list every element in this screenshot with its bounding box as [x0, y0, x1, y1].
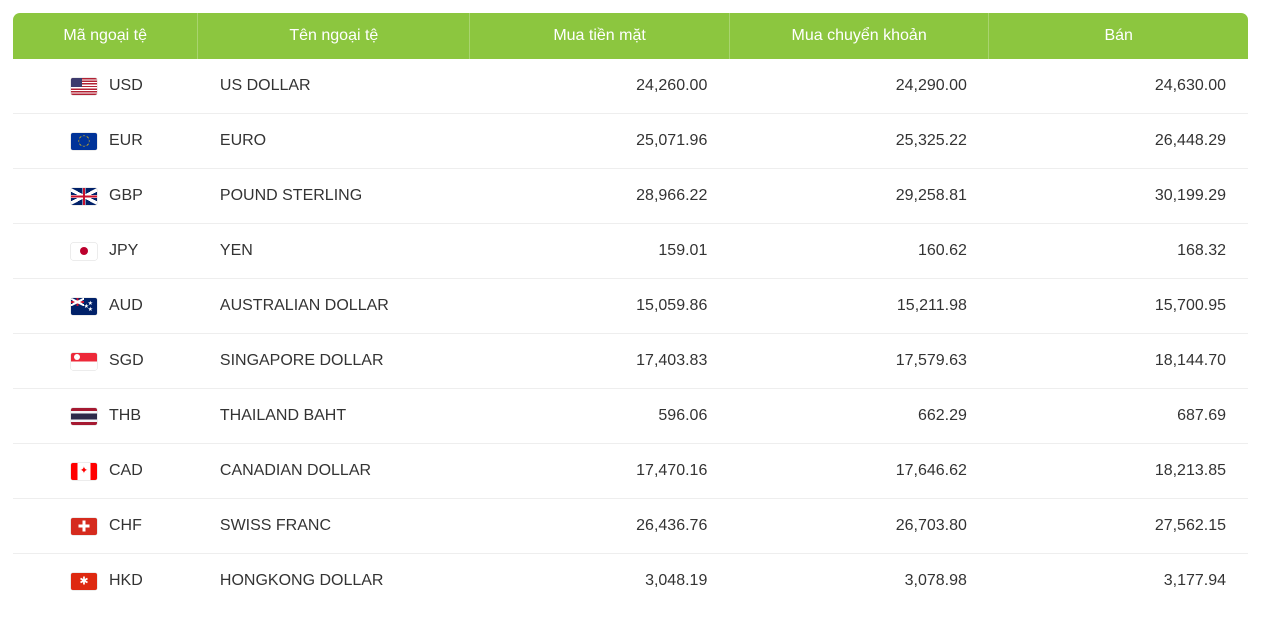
- cell-transfer: 24,290.00: [729, 59, 989, 114]
- table-body: USDUS DOLLAR24,260.0024,290.0024,630.00E…: [13, 59, 1249, 609]
- table-row: THB THAILAND BAHT596.06662.29687.69: [13, 389, 1249, 444]
- flag-icon: [71, 78, 97, 95]
- cell-sell: 687.69: [989, 389, 1249, 444]
- flag-icon: [71, 408, 97, 425]
- cell-transfer: 662.29: [729, 389, 989, 444]
- cell-currency-code: CHF: [13, 499, 198, 554]
- flag-icon: [71, 463, 97, 480]
- cell-currency-name: POUND STERLING: [198, 169, 470, 224]
- cell-cash: 25,071.96: [470, 114, 730, 169]
- cell-cash: 596.06: [470, 389, 730, 444]
- header-buy-transfer: Mua chuyển khoản: [729, 13, 989, 60]
- cell-transfer: 25,325.22: [729, 114, 989, 169]
- cell-sell: 24,630.00: [989, 59, 1249, 114]
- cell-sell: 30,199.29: [989, 169, 1249, 224]
- cell-cash: 26,436.76: [470, 499, 730, 554]
- currency-code-text: JPY: [109, 242, 138, 260]
- cell-transfer: 17,646.62: [729, 444, 989, 499]
- cell-currency-name: CANADIAN DOLLAR: [198, 444, 470, 499]
- cell-sell: 15,700.95: [989, 279, 1249, 334]
- cell-cash: 28,966.22: [470, 169, 730, 224]
- cell-transfer: 17,579.63: [729, 334, 989, 389]
- currency-code-text: CAD: [109, 462, 143, 480]
- table-row: CHF SWISS FRANC26,436.7626,703.8027,562.1…: [13, 499, 1249, 554]
- header-currency-code: Mã ngoại tệ: [13, 13, 198, 60]
- cell-currency-code: SGD: [13, 334, 198, 389]
- header-buy-cash: Mua tiền mặt: [470, 13, 730, 60]
- flag-icon: [71, 298, 97, 315]
- cell-currency-code: THB: [13, 389, 198, 444]
- currency-code-text: THB: [109, 407, 141, 425]
- cell-sell: 26,448.29: [989, 114, 1249, 169]
- table-row: GBP POUND STERLING28,966.2229,258.8130,19…: [13, 169, 1249, 224]
- cell-sell: 168.32: [989, 224, 1249, 279]
- cell-sell: 3,177.94: [989, 554, 1249, 609]
- cell-cash: 3,048.19: [470, 554, 730, 609]
- cell-currency-code: GBP: [13, 169, 198, 224]
- currency-code-text: EUR: [109, 132, 143, 150]
- flag-icon: [71, 573, 97, 590]
- table-row: USD US DOLLAR24,260.0024,290.0024,630.00: [13, 59, 1249, 114]
- cell-currency-name: EURO: [198, 114, 470, 169]
- cell-transfer: 3,078.98: [729, 554, 989, 609]
- table-header: Mã ngoại tệ Tên ngoại tệ Mua tiền mặt Mu…: [13, 13, 1249, 60]
- cell-currency-code: HKD: [13, 554, 198, 609]
- currency-code-text: CHF: [109, 517, 142, 535]
- currency-code-text: HKD: [109, 572, 143, 590]
- cell-transfer: 15,211.98: [729, 279, 989, 334]
- cell-currency-code: USD: [13, 59, 198, 114]
- cell-cash: 17,403.83: [470, 334, 730, 389]
- header-currency-name: Tên ngoại tệ: [198, 13, 470, 60]
- cell-cash: 17,470.16: [470, 444, 730, 499]
- cell-transfer: 26,703.80: [729, 499, 989, 554]
- currency-code-text: USD: [109, 77, 143, 95]
- cell-currency-name: THAILAND BAHT: [198, 389, 470, 444]
- cell-currency-name: SWISS FRANC: [198, 499, 470, 554]
- cell-currency-name: YEN: [198, 224, 470, 279]
- cell-currency-name: US DOLLAR: [198, 59, 470, 114]
- cell-currency-name: HONGKONG DOLLAR: [198, 554, 470, 609]
- cell-currency-name: AUSTRALIAN DOLLAR: [198, 279, 470, 334]
- currency-code-text: SGD: [109, 352, 144, 370]
- exchange-rate-table: Mã ngoại tệ Tên ngoại tệ Mua tiền mặt Mu…: [12, 12, 1249, 609]
- cell-currency-name: SINGAPORE DOLLAR: [198, 334, 470, 389]
- table-row: CAD CANADIAN DOLLAR17,470.1617,646.6218,2…: [13, 444, 1249, 499]
- currency-code-text: AUD: [109, 297, 143, 315]
- cell-sell: 27,562.15: [989, 499, 1249, 554]
- cell-transfer: 160.62: [729, 224, 989, 279]
- table-row: HKD HONGKONG DOLLAR3,048.193,078.983,177.…: [13, 554, 1249, 609]
- cell-currency-code: JPY: [13, 224, 198, 279]
- cell-sell: 18,144.70: [989, 334, 1249, 389]
- cell-currency-code: AUD: [13, 279, 198, 334]
- cell-cash: 159.01: [470, 224, 730, 279]
- table-row: EUR EURO25,071.9625,325.2226,448.29: [13, 114, 1249, 169]
- flag-icon: [71, 353, 97, 370]
- flag-icon: [71, 518, 97, 535]
- flag-icon: [71, 188, 97, 205]
- cell-currency-code: CAD: [13, 444, 198, 499]
- cell-cash: 15,059.86: [470, 279, 730, 334]
- header-sell: Bán: [989, 13, 1249, 60]
- table-row: SGD SINGAPORE DOLLAR17,403.8317,579.6318,…: [13, 334, 1249, 389]
- cell-currency-code: EUR: [13, 114, 198, 169]
- flag-icon: [71, 133, 97, 150]
- currency-code-text: GBP: [109, 187, 143, 205]
- cell-sell: 18,213.85: [989, 444, 1249, 499]
- table-row: AUD AUSTRALIAN DOLLAR15,059.8615,211.9815…: [13, 279, 1249, 334]
- cell-transfer: 29,258.81: [729, 169, 989, 224]
- flag-icon: [71, 243, 97, 260]
- table-row: JPY YEN159.01160.62168.32: [13, 224, 1249, 279]
- cell-cash: 24,260.00: [470, 59, 730, 114]
